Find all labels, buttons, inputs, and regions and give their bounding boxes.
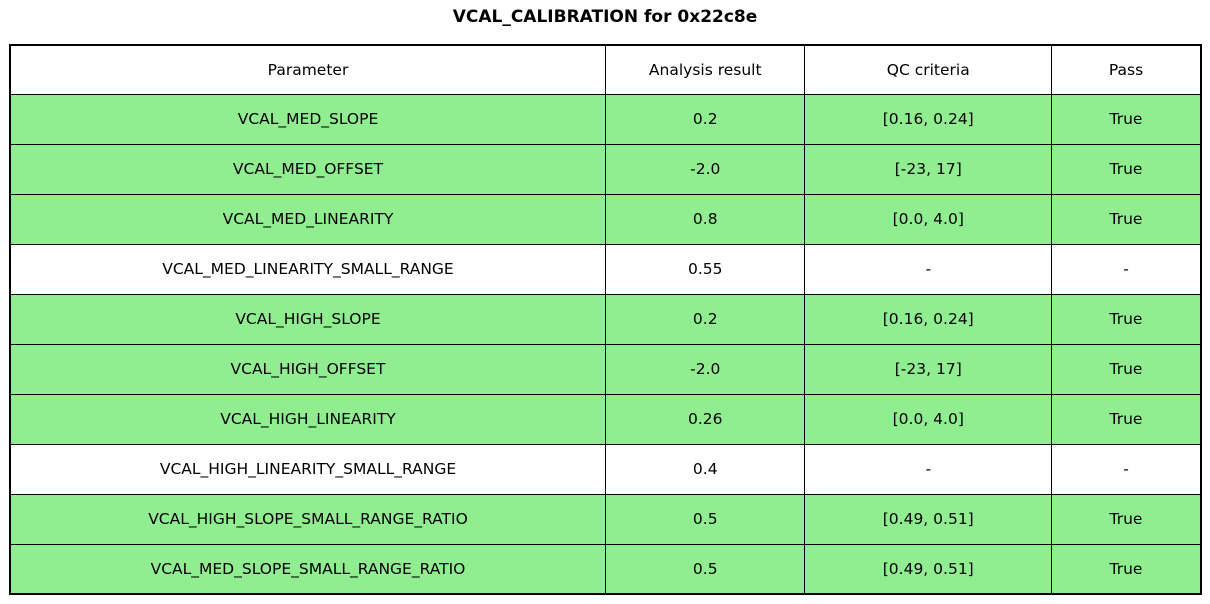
cell-pass: True bbox=[1051, 293, 1202, 345]
cell-analysis-result: -2.0 bbox=[604, 143, 806, 195]
cell-parameter: VCAL_MED_LINEARITY bbox=[9, 193, 606, 245]
cell-parameter: VCAL_HIGH_LINEARITY_SMALL_RANGE bbox=[9, 443, 606, 495]
page-title: VCAL_CALIBRATION for 0x22c8e bbox=[452, 7, 758, 27]
cell-analysis-result: 0.5 bbox=[604, 543, 806, 595]
cell-parameter: VCAL_HIGH_SLOPE_SMALL_RANGE_RATIO bbox=[9, 493, 606, 545]
cell-analysis-result: -2.0 bbox=[604, 343, 806, 395]
cell-analysis-result: 0.55 bbox=[604, 243, 806, 295]
cell-parameter: VCAL_HIGH_OFFSET bbox=[9, 343, 606, 395]
cell-pass: True bbox=[1051, 543, 1202, 595]
cell-qc-criteria: [0.49, 0.51] bbox=[804, 493, 1053, 545]
table-row-vcal-med-offset: VCAL_MED_OFFSET -2.0 [-23, 17] True bbox=[9, 143, 1202, 195]
cell-pass: True bbox=[1051, 343, 1202, 395]
cell-analysis-result: 0.2 bbox=[604, 293, 806, 345]
cell-parameter: VCAL_HIGH_LINEARITY bbox=[9, 393, 606, 445]
table-row-vcal-med-linearity: VCAL_MED_LINEARITY 0.8 [0.0, 4.0] True bbox=[9, 193, 1202, 245]
table-row-vcal-high-linearity: VCAL_HIGH_LINEARITY 0.26 [0.0, 4.0] True bbox=[9, 393, 1202, 445]
column-header-pass: Pass bbox=[1051, 44, 1202, 95]
cell-qc-criteria: [0.16, 0.24] bbox=[804, 93, 1053, 145]
cell-parameter: VCAL_MED_LINEARITY_SMALL_RANGE bbox=[9, 243, 606, 295]
cell-qc-criteria: [0.0, 4.0] bbox=[804, 193, 1053, 245]
cell-analysis-result: 0.4 bbox=[604, 443, 806, 495]
cell-parameter: VCAL_MED_SLOPE_SMALL_RANGE_RATIO bbox=[9, 543, 606, 595]
table-row-vcal-med-slope-small-range-ratio: VCAL_MED_SLOPE_SMALL_RANGE_RATIO 0.5 [0.49… bbox=[9, 543, 1202, 595]
cell-parameter: VCAL_HIGH_SLOPE bbox=[9, 293, 606, 345]
column-header-analysis-result: Analysis result bbox=[604, 44, 806, 95]
cell-qc-criteria: [-23, 17] bbox=[804, 343, 1053, 395]
cell-analysis-result: 0.8 bbox=[604, 193, 806, 245]
cell-pass: - bbox=[1051, 243, 1202, 295]
cell-pass: True bbox=[1051, 93, 1202, 145]
cell-parameter: VCAL_MED_OFFSET bbox=[9, 143, 606, 195]
cell-qc-criteria: - bbox=[804, 443, 1053, 495]
cell-qc-criteria: - bbox=[804, 243, 1053, 295]
column-header-parameter: Parameter bbox=[9, 44, 606, 95]
column-header-qc-criteria: QC criteria bbox=[804, 44, 1053, 95]
cell-analysis-result: 0.26 bbox=[604, 393, 806, 445]
cell-pass: - bbox=[1051, 443, 1202, 495]
cell-analysis-result: 0.5 bbox=[604, 493, 806, 545]
cell-pass: True bbox=[1051, 143, 1202, 195]
cell-pass: True bbox=[1051, 393, 1202, 445]
table-header-row: Parameter Analysis result QC criteria Pass bbox=[9, 44, 1202, 95]
cell-qc-criteria: [0.16, 0.24] bbox=[804, 293, 1053, 345]
table-row-vcal-high-slope: VCAL_HIGH_SLOPE 0.2 [0.16, 0.24] True bbox=[9, 293, 1202, 345]
table-row-vcal-med-linearity-small-range: VCAL_MED_LINEARITY_SMALL_RANGE 0.55- - bbox=[9, 243, 1202, 295]
cell-analysis-result: 0.2 bbox=[604, 93, 806, 145]
table-row-vcal-high-offset: VCAL_HIGH_OFFSET -2.0 [-23, 17] True bbox=[9, 343, 1202, 395]
cell-parameter: VCAL_MED_SLOPE bbox=[9, 93, 606, 145]
cell-qc-criteria: [0.49, 0.51] bbox=[804, 543, 1053, 595]
cell-pass: True bbox=[1051, 493, 1202, 545]
cell-pass: True bbox=[1051, 193, 1202, 245]
qc-results-table: Parameter Analysis result QC criteria Pass … bbox=[9, 44, 1202, 595]
cell-qc-criteria: [0.0, 4.0] bbox=[804, 393, 1053, 445]
table-body: VCAL_MED_SLOPE 0.2 [0.16, 0.24] True VCAL_ME… bbox=[9, 93, 1202, 595]
table-row-vcal-high-slope-small-range-ratio: VCAL_HIGH_SLOPE_SMALL_RANGE_RATIO 0.5 [0.4… bbox=[9, 493, 1202, 545]
cell-qc-criteria: [-23, 17] bbox=[804, 143, 1053, 195]
table-row-vcal-high-linearity-small-range: VCAL_HIGH_LINEARITY_SMALL_RANGE 0.4- - bbox=[9, 443, 1202, 495]
table-row-vcal-med-slope: VCAL_MED_SLOPE 0.2 [0.16, 0.24] True bbox=[9, 93, 1202, 145]
